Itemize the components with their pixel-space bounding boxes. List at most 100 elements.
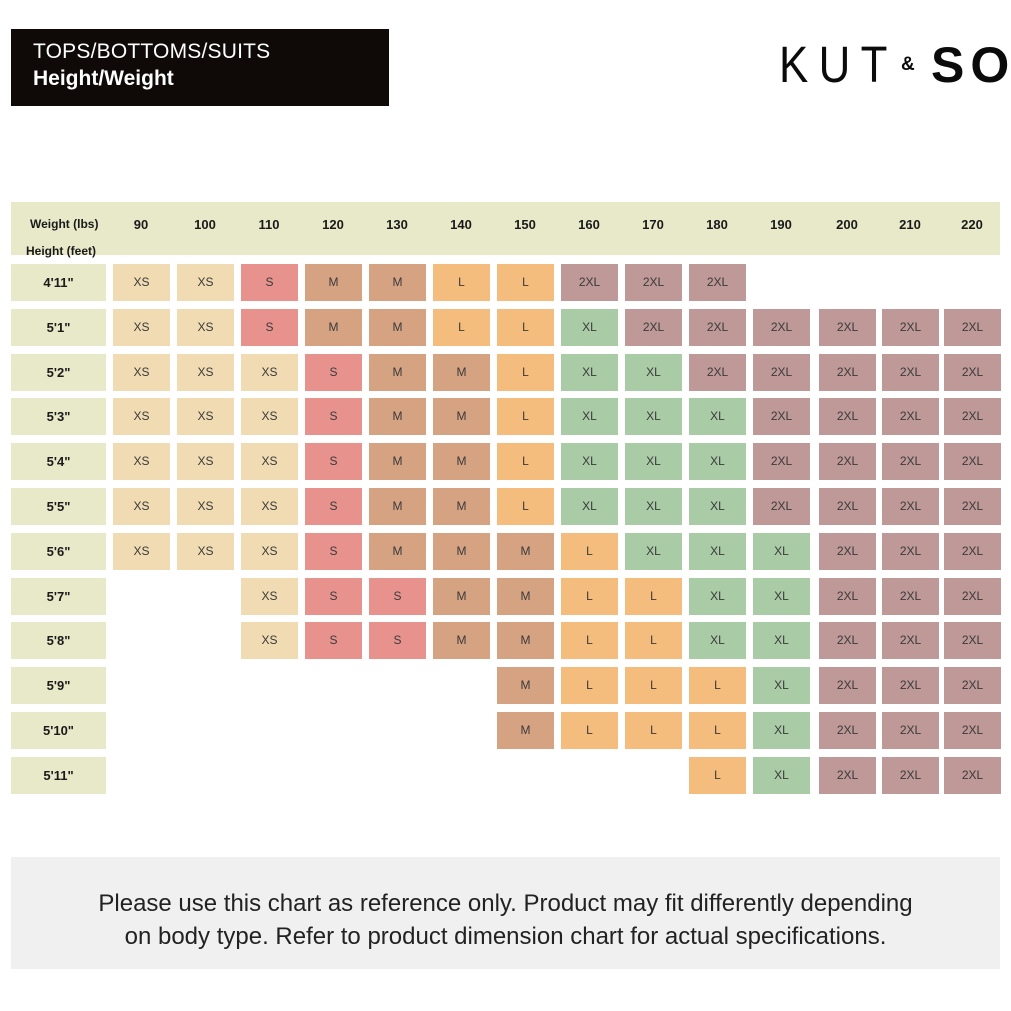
- size-cell: XS: [241, 533, 298, 570]
- weight-axis-label: Weight (lbs): [30, 217, 99, 231]
- size-cell: M: [433, 398, 490, 435]
- size-cell: L: [561, 578, 618, 615]
- size-cell: 2XL: [944, 578, 1001, 615]
- size-cell: S: [305, 533, 362, 570]
- weight-label-140: 140: [450, 217, 472, 232]
- size-cell: S: [369, 578, 426, 615]
- size-cell: M: [497, 712, 554, 749]
- height-label: 5'3": [11, 398, 106, 435]
- size-cell: XL: [625, 443, 682, 480]
- height-label: 5'11": [11, 757, 106, 794]
- size-cell: XL: [689, 578, 746, 615]
- size-cell: 2XL: [882, 309, 939, 346]
- height-label: 5'1": [11, 309, 106, 346]
- chart-subtitle: Height/Weight: [33, 67, 174, 90]
- size-cell: XL: [625, 398, 682, 435]
- size-cell: S: [305, 443, 362, 480]
- size-cell: 2XL: [882, 488, 939, 525]
- size-cell: M: [497, 533, 554, 570]
- height-label: 5'6": [11, 533, 106, 570]
- size-cell: 2XL: [944, 354, 1001, 391]
- size-cell: 2XL: [819, 488, 876, 525]
- size-cell: 2XL: [944, 712, 1001, 749]
- size-cell: L: [561, 667, 618, 704]
- weight-label-90: 90: [133, 217, 149, 232]
- size-cell: S: [305, 354, 362, 391]
- size-cell: 2XL: [753, 354, 810, 391]
- size-cell: M: [433, 533, 490, 570]
- logo-text-kut: KUT: [779, 36, 898, 93]
- size-cell: S: [241, 309, 298, 346]
- size-cell: L: [497, 264, 554, 301]
- height-label: 5'2": [11, 354, 106, 391]
- height-label: 5'7": [11, 578, 106, 615]
- size-cell: M: [497, 578, 554, 615]
- size-cell: 2XL: [944, 398, 1001, 435]
- size-cell: 2XL: [944, 443, 1001, 480]
- size-cell: XL: [625, 533, 682, 570]
- size-cell: XS: [177, 533, 234, 570]
- size-cell: S: [305, 578, 362, 615]
- size-cell: 2XL: [689, 309, 746, 346]
- size-cell: 2XL: [819, 622, 876, 659]
- size-cell: 2XL: [819, 443, 876, 480]
- size-cell: XL: [689, 443, 746, 480]
- size-cell: M: [305, 309, 362, 346]
- size-cell: XL: [689, 622, 746, 659]
- height-label: 5'10": [11, 712, 106, 749]
- size-cell: L: [433, 309, 490, 346]
- weight-label-170: 170: [642, 217, 664, 232]
- size-cell: L: [625, 578, 682, 615]
- size-cell: XS: [241, 578, 298, 615]
- logo-text-so: SO: [931, 37, 1011, 93]
- disclaimer-text: Please use this chart as reference only.…: [11, 887, 1000, 953]
- size-cell: XL: [561, 354, 618, 391]
- size-cell: 2XL: [882, 578, 939, 615]
- weight-label-200: 200: [836, 217, 858, 232]
- size-cell: L: [625, 622, 682, 659]
- size-cell: S: [305, 488, 362, 525]
- size-cell: 2XL: [882, 757, 939, 794]
- size-cell: L: [497, 354, 554, 391]
- size-cell: XS: [113, 309, 170, 346]
- size-cell: XL: [625, 354, 682, 391]
- size-cell: M: [369, 488, 426, 525]
- size-cell: L: [561, 622, 618, 659]
- chart-title-box: TOPS/BOTTOMS/SUITS Height/Weight: [11, 29, 389, 106]
- size-cell: XL: [753, 533, 810, 570]
- size-cell: XS: [113, 264, 170, 301]
- disclaimer-line-1: Please use this chart as reference only.…: [98, 890, 913, 917]
- size-cell: 2XL: [819, 578, 876, 615]
- size-cell: XL: [561, 443, 618, 480]
- size-cell: 2XL: [944, 757, 1001, 794]
- weight-label-150: 150: [514, 217, 536, 232]
- size-cell: L: [625, 712, 682, 749]
- size-cell: XS: [241, 488, 298, 525]
- height-label: 5'4": [11, 443, 106, 480]
- size-cell: 2XL: [625, 309, 682, 346]
- size-cell: S: [369, 622, 426, 659]
- size-cell: XS: [113, 354, 170, 391]
- size-cell: 2XL: [689, 354, 746, 391]
- size-cell: M: [433, 578, 490, 615]
- size-cell: 2XL: [882, 667, 939, 704]
- weight-label-190: 190: [770, 217, 792, 232]
- size-cell: L: [497, 488, 554, 525]
- size-cell: XS: [177, 264, 234, 301]
- weight-label-110: 110: [258, 217, 280, 232]
- size-cell: XL: [753, 622, 810, 659]
- size-cell: L: [689, 667, 746, 704]
- size-cell: L: [561, 533, 618, 570]
- size-cell: L: [625, 667, 682, 704]
- size-cell: XL: [753, 667, 810, 704]
- weight-label-180: 180: [706, 217, 728, 232]
- size-cell: 2XL: [944, 622, 1001, 659]
- size-cell: XS: [177, 443, 234, 480]
- size-cell: XS: [177, 309, 234, 346]
- size-cell: XL: [561, 488, 618, 525]
- size-cell: 2XL: [819, 309, 876, 346]
- size-cell: XL: [753, 578, 810, 615]
- disclaimer-box: Please use this chart as reference only.…: [11, 857, 1000, 969]
- size-cell: L: [497, 398, 554, 435]
- size-cell: M: [433, 354, 490, 391]
